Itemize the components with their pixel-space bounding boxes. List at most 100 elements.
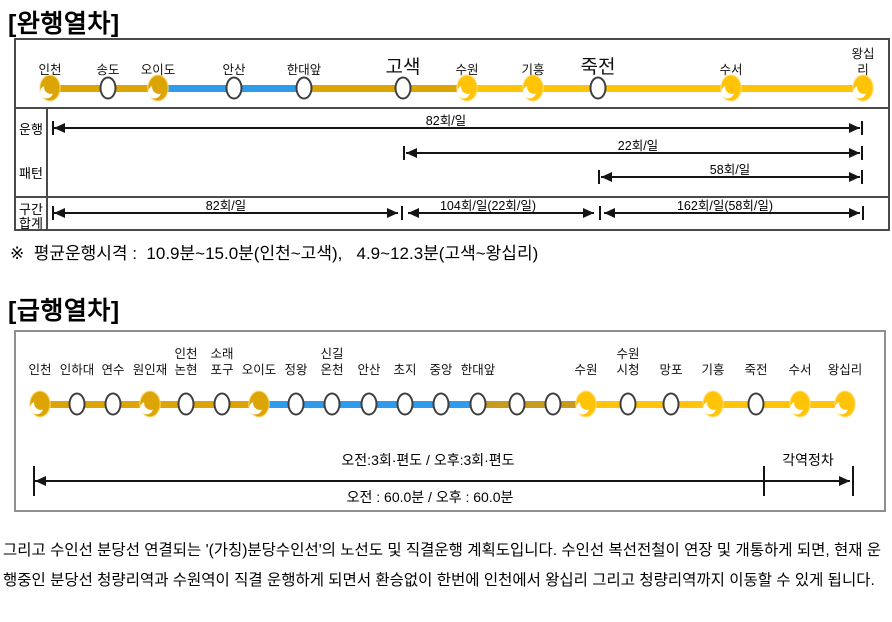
arrow-end-tick <box>52 206 54 220</box>
transfer-station-icon <box>789 390 811 418</box>
line-segment-bundang_yellow <box>467 84 863 92</box>
station-icon <box>177 392 195 416</box>
station-label: 기흥 <box>701 363 725 377</box>
arrow-end-tick <box>33 466 35 496</box>
station-label: 수원 시청 <box>616 347 640 377</box>
station-icon <box>360 392 378 416</box>
arrow-end-tick <box>401 206 403 220</box>
station-label: 수서 <box>788 363 812 377</box>
local-train-diagram-box: 인천 송도 오이도 안산 한대앞 고색 수원 기흥 죽전 수서 왕십리 운행 패턴 구간 합계 82… <box>14 38 890 231</box>
station-icon <box>508 392 526 416</box>
arrow-end-tick <box>862 206 864 220</box>
pattern-arrow-82-label: 82회/일 <box>425 114 467 128</box>
station-label: 죽전 <box>744 363 768 377</box>
total-label-2: 104회/일(22회/일) <box>439 199 537 213</box>
station-label: 왕십리 <box>827 363 863 377</box>
row-label-pattern-1: 운행 <box>19 122 43 137</box>
station-icon <box>99 76 117 100</box>
pattern-arrow-58 <box>601 172 860 182</box>
express-route-map: 인천 인하대 연수 원인재 인천 논현 소래 포구 오이도 정왕 신길 온천 안산 초지 중앙 한대앞 수… <box>16 332 884 510</box>
transfer-station-icon <box>720 74 742 102</box>
express-train-diagram-box: 인천 인하대 연수 원인재 인천 논현 소래 포구 오이도 정왕 신길 온천 안산 초지 중앙 한대앞 수… <box>14 330 886 512</box>
row-label-total-1: 구간 <box>19 202 43 217</box>
divider-line <box>16 196 888 198</box>
station-icon <box>104 392 122 416</box>
station-label: 안산 <box>357 363 381 377</box>
pattern-arrow-22 <box>406 148 860 158</box>
station-label: 수원 <box>574 363 598 377</box>
station-label: 오이도 <box>140 63 176 77</box>
station-label: 기흥 <box>521 63 545 77</box>
local-train-heading: [완행열차] <box>8 10 120 38</box>
row-label-pattern-2: 패턴 <box>19 166 43 181</box>
station-label: 신길 온천 <box>320 347 344 377</box>
station-label: 정왕 <box>284 363 308 377</box>
transfer-station-icon <box>852 74 874 102</box>
station-label: 인천 <box>38 63 62 77</box>
headway-note: ※ 평균운행시격 : 10.9분~15.0분(인천~고색), 4.9~12.3분… <box>10 244 539 263</box>
transfer-station-icon <box>147 74 169 102</box>
transfer-station-icon <box>834 390 856 418</box>
station-icon <box>213 392 231 416</box>
station-label: 중앙 <box>429 363 453 377</box>
station-icon <box>747 392 765 416</box>
arrow-end-tick <box>861 121 863 135</box>
arrow-end-tick <box>598 170 600 184</box>
station-label: 인천 논현 <box>174 347 198 377</box>
station-label: 인천 <box>28 363 52 377</box>
transfer-station-icon <box>248 390 270 418</box>
description-paragraph: 그리고 수인선 분당선 연결되는 '(가칭)분당수인선'의 노선도 및 직결운행… <box>3 542 882 589</box>
station-icon <box>287 392 305 416</box>
station-icon <box>295 76 313 100</box>
station-icon <box>469 392 487 416</box>
arrow-end-tick <box>852 466 854 496</box>
station-label: 고색 <box>385 57 421 78</box>
line-segment-suin_gold <box>304 84 467 92</box>
station-icon <box>589 76 607 100</box>
transfer-station-icon <box>522 74 544 102</box>
total-arrow-2 <box>408 208 594 218</box>
station-icon <box>323 392 341 416</box>
all-stops-label: 각역정차 <box>782 452 834 468</box>
station-label: 송도 <box>96 63 120 77</box>
transfer-station-icon <box>39 74 61 102</box>
express-time-label: 오전 : 60.0분 / 오후 : 60.0분 <box>346 489 514 505</box>
station-icon <box>544 392 562 416</box>
station-label: 연수 <box>101 363 125 377</box>
total-label-3: 162회/일(58회/일) <box>676 199 774 213</box>
local-route-map: 인천 송도 오이도 안산 한대앞 고색 수원 기흥 죽전 수서 왕십리 <box>16 40 888 229</box>
station-label: 수원 <box>455 63 479 77</box>
station-icon <box>225 76 243 100</box>
station-label: 망포 <box>659 363 683 377</box>
transfer-station-icon <box>139 390 161 418</box>
arrow-end-tick <box>599 206 601 220</box>
express-train-heading: [급행열차] <box>8 297 120 325</box>
station-icon <box>432 392 450 416</box>
line-segment-construction_gold <box>478 400 586 408</box>
station-icon <box>394 76 412 100</box>
total-arrow-3 <box>604 208 860 218</box>
station-label: 원인재 <box>132 363 168 377</box>
station-icon <box>662 392 680 416</box>
row-label-total-2: 합계 <box>19 216 43 231</box>
pattern-arrow-58-label: 58회/일 <box>709 163 751 177</box>
arrow-mid-tick <box>763 466 765 496</box>
arrow-end-tick <box>861 170 863 184</box>
station-icon <box>396 392 414 416</box>
pattern-arrow-22-label: 22회/일 <box>617 139 659 153</box>
divider-line <box>46 107 48 229</box>
station-label: 초지 <box>393 363 417 377</box>
transfer-station-icon <box>456 74 478 102</box>
station-label: 오이도 <box>241 363 277 377</box>
express-service-label: 오전:3회·편도 / 오후:3회·편도 <box>341 452 515 468</box>
station-label: 왕십리 <box>851 47 875 77</box>
station-label: 인하대 <box>59 363 95 377</box>
station-label: 한대앞 <box>286 63 322 77</box>
transfer-station-icon <box>575 390 597 418</box>
transfer-station-icon <box>29 390 51 418</box>
station-label: 소래 포구 <box>210 347 234 377</box>
station-icon <box>619 392 637 416</box>
divider-line <box>16 107 888 109</box>
station-icon <box>68 392 86 416</box>
